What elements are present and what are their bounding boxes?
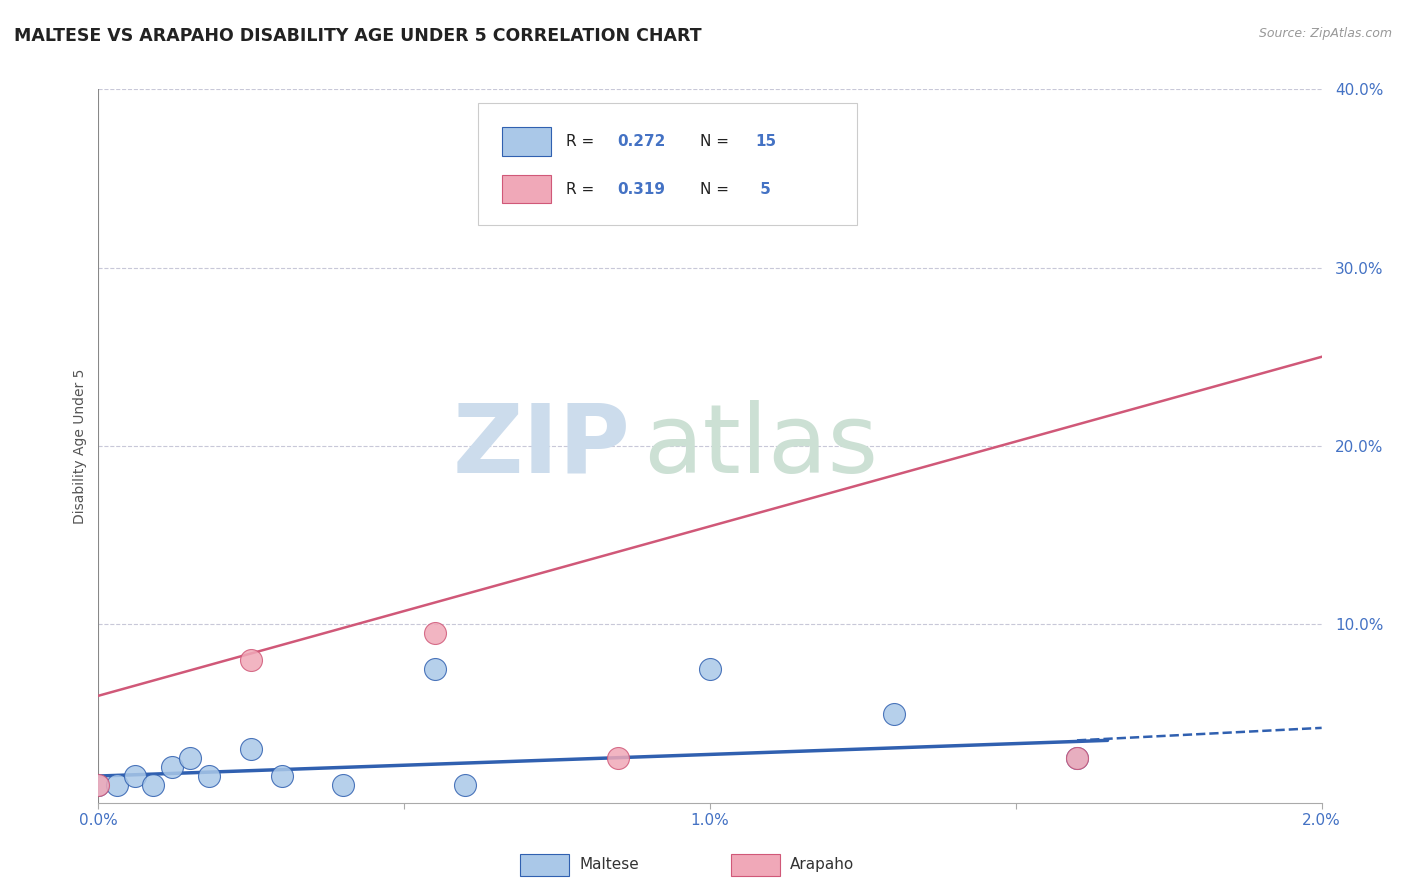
Text: 0.319: 0.319 — [617, 182, 665, 196]
Text: 15: 15 — [755, 134, 776, 149]
Point — [454, 778, 477, 792]
Text: Arapaho: Arapaho — [790, 857, 855, 871]
Text: Source: ZipAtlas.com: Source: ZipAtlas.com — [1258, 27, 1392, 40]
Point — [197, 769, 219, 783]
Point — [179, 751, 201, 765]
Point — [607, 751, 630, 765]
Text: R =: R = — [565, 182, 599, 196]
Text: ZIP: ZIP — [453, 400, 630, 492]
Text: N =: N = — [700, 182, 734, 196]
Point — [270, 769, 294, 783]
FancyBboxPatch shape — [502, 175, 551, 203]
Point — [124, 769, 146, 783]
Text: Maltese: Maltese — [579, 857, 638, 871]
Text: 0.272: 0.272 — [617, 134, 665, 149]
Text: R =: R = — [565, 134, 599, 149]
Point — [1066, 751, 1088, 765]
Point — [142, 778, 165, 792]
Point — [423, 626, 446, 640]
Point — [1066, 751, 1088, 765]
Text: 5: 5 — [755, 182, 770, 196]
Point — [699, 662, 721, 676]
Point — [105, 778, 128, 792]
Point — [332, 778, 354, 792]
Y-axis label: Disability Age Under 5: Disability Age Under 5 — [73, 368, 87, 524]
Point — [160, 760, 183, 774]
FancyBboxPatch shape — [478, 103, 856, 225]
Point — [87, 778, 110, 792]
Point — [240, 742, 263, 756]
Text: atlas: atlas — [643, 400, 877, 492]
Text: MALTESE VS ARAPAHO DISABILITY AGE UNDER 5 CORRELATION CHART: MALTESE VS ARAPAHO DISABILITY AGE UNDER … — [14, 27, 702, 45]
FancyBboxPatch shape — [502, 127, 551, 155]
Point — [240, 653, 263, 667]
Point — [883, 706, 905, 721]
Point — [87, 778, 110, 792]
Text: N =: N = — [700, 134, 734, 149]
Point — [423, 662, 446, 676]
